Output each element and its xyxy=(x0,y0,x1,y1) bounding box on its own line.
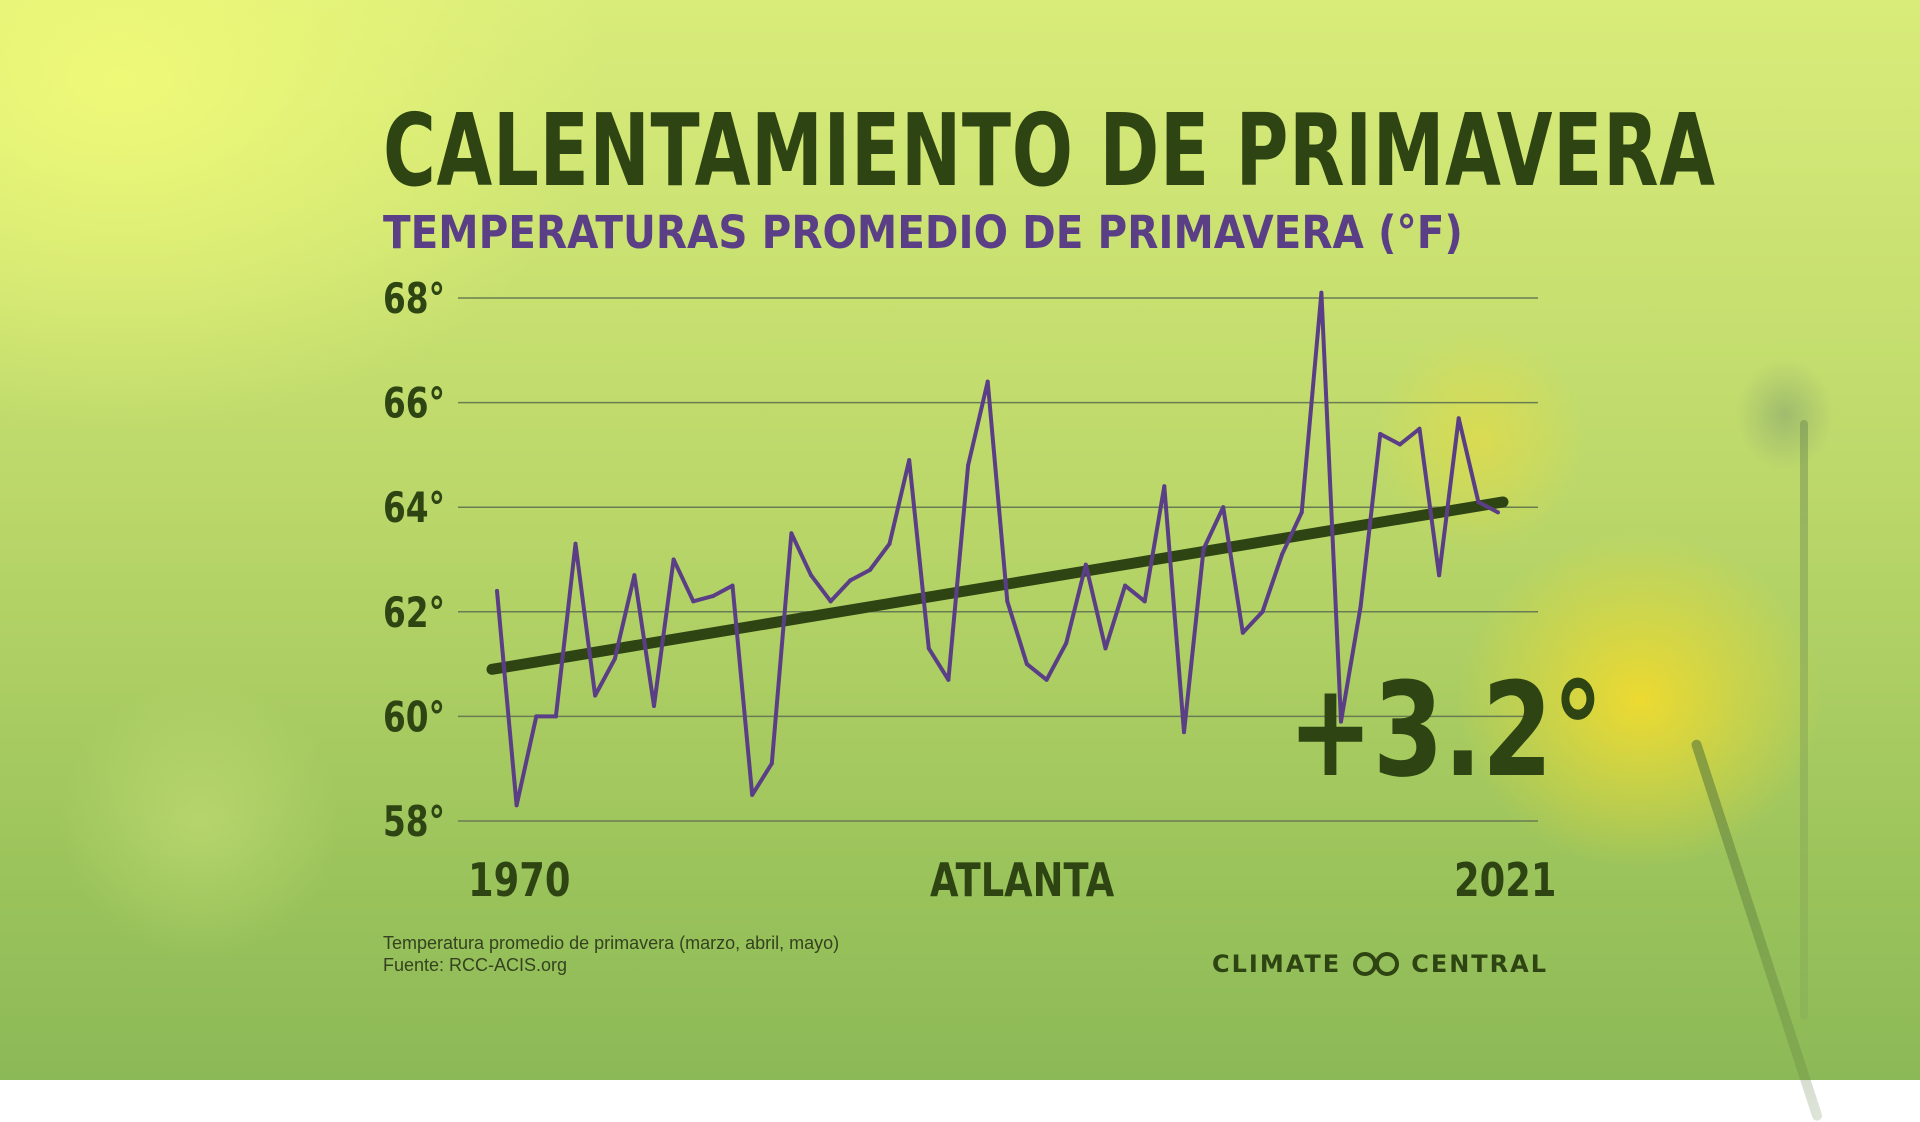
flower-stem xyxy=(1800,420,1808,1020)
data-point xyxy=(691,599,696,604)
y-tick-label: 66° xyxy=(383,379,445,428)
data-point xyxy=(632,573,637,578)
source-note: Fuente: RCC-ACIS.org xyxy=(383,955,568,975)
y-axis-ticks: 68° 66° 64° 62° 60° 58° xyxy=(383,274,445,846)
data-point xyxy=(1476,499,1481,504)
y-tick-label: 64° xyxy=(383,483,445,532)
data-point xyxy=(514,803,519,808)
brand-rings-icon xyxy=(1353,952,1400,976)
change-label: +3.2° xyxy=(1288,654,1604,806)
data-point xyxy=(730,583,735,588)
data-point xyxy=(946,677,951,682)
data-point xyxy=(593,693,598,698)
data-point xyxy=(1162,484,1167,489)
y-tick-label: 58° xyxy=(383,797,445,846)
data-point xyxy=(710,594,715,599)
data-point xyxy=(828,599,833,604)
brand-right-text: CENTRAL xyxy=(1411,950,1549,978)
data-point xyxy=(1005,599,1010,604)
data-point xyxy=(1142,599,1147,604)
data-point xyxy=(887,541,892,546)
climate-central-logo: CLIMATE CENTRAL xyxy=(1212,950,1548,978)
data-point xyxy=(1201,547,1206,552)
data-point xyxy=(1299,510,1304,515)
data-point xyxy=(1024,662,1029,667)
x-axis-end-label: 2021 xyxy=(1454,853,1557,907)
data-point xyxy=(1240,630,1245,635)
data-point xyxy=(1456,416,1461,421)
data-point xyxy=(1064,641,1069,646)
data-point xyxy=(966,463,971,468)
data-point xyxy=(750,792,755,797)
data-point xyxy=(848,578,853,583)
chart-subtitle: TEMPERATURAS PROMEDIO DE PRIMAVERA (°F) xyxy=(383,206,1463,259)
data-point xyxy=(1123,583,1128,588)
data-point xyxy=(553,714,558,719)
data-point xyxy=(573,541,578,546)
y-tick-label: 60° xyxy=(383,692,445,741)
data-point xyxy=(1083,562,1088,567)
data-point xyxy=(495,588,499,593)
data-point xyxy=(1044,677,1049,682)
data-point xyxy=(1181,730,1186,735)
data-point xyxy=(671,557,676,562)
data-point xyxy=(789,531,794,536)
data-point xyxy=(1103,646,1108,651)
x-axis-start-label: 1970 xyxy=(468,853,571,907)
data-point xyxy=(1496,510,1500,515)
y-tick-label: 68° xyxy=(383,274,445,323)
data-point xyxy=(926,646,931,651)
data-point xyxy=(1280,552,1285,557)
data-point xyxy=(1437,573,1442,578)
data-point xyxy=(1221,505,1226,510)
data-point xyxy=(809,573,814,578)
data-point xyxy=(534,714,539,719)
data-point xyxy=(652,703,657,708)
data-point xyxy=(1338,719,1343,724)
temperature-series-line xyxy=(495,290,1499,808)
data-point xyxy=(1358,604,1363,609)
line-chart: 68° 66° 64° 62° 60° 58° xyxy=(383,274,1538,846)
footnote: Temperatura promedio de primavera (marzo… xyxy=(383,933,840,953)
y-tick-label: 62° xyxy=(383,588,445,637)
data-point xyxy=(1260,609,1265,614)
data-point xyxy=(867,567,872,572)
data-point xyxy=(1378,431,1383,436)
data-point xyxy=(1417,426,1422,431)
data-point xyxy=(1319,290,1324,295)
data-point xyxy=(1397,442,1402,447)
data-point xyxy=(769,761,774,766)
brand-left-text: CLIMATE xyxy=(1212,950,1342,978)
data-point xyxy=(907,458,912,463)
plot-area xyxy=(486,290,1509,808)
location-label: ATLANTA xyxy=(930,853,1115,907)
data-point xyxy=(612,656,617,661)
data-point xyxy=(985,379,990,384)
trend-line xyxy=(486,496,1509,675)
